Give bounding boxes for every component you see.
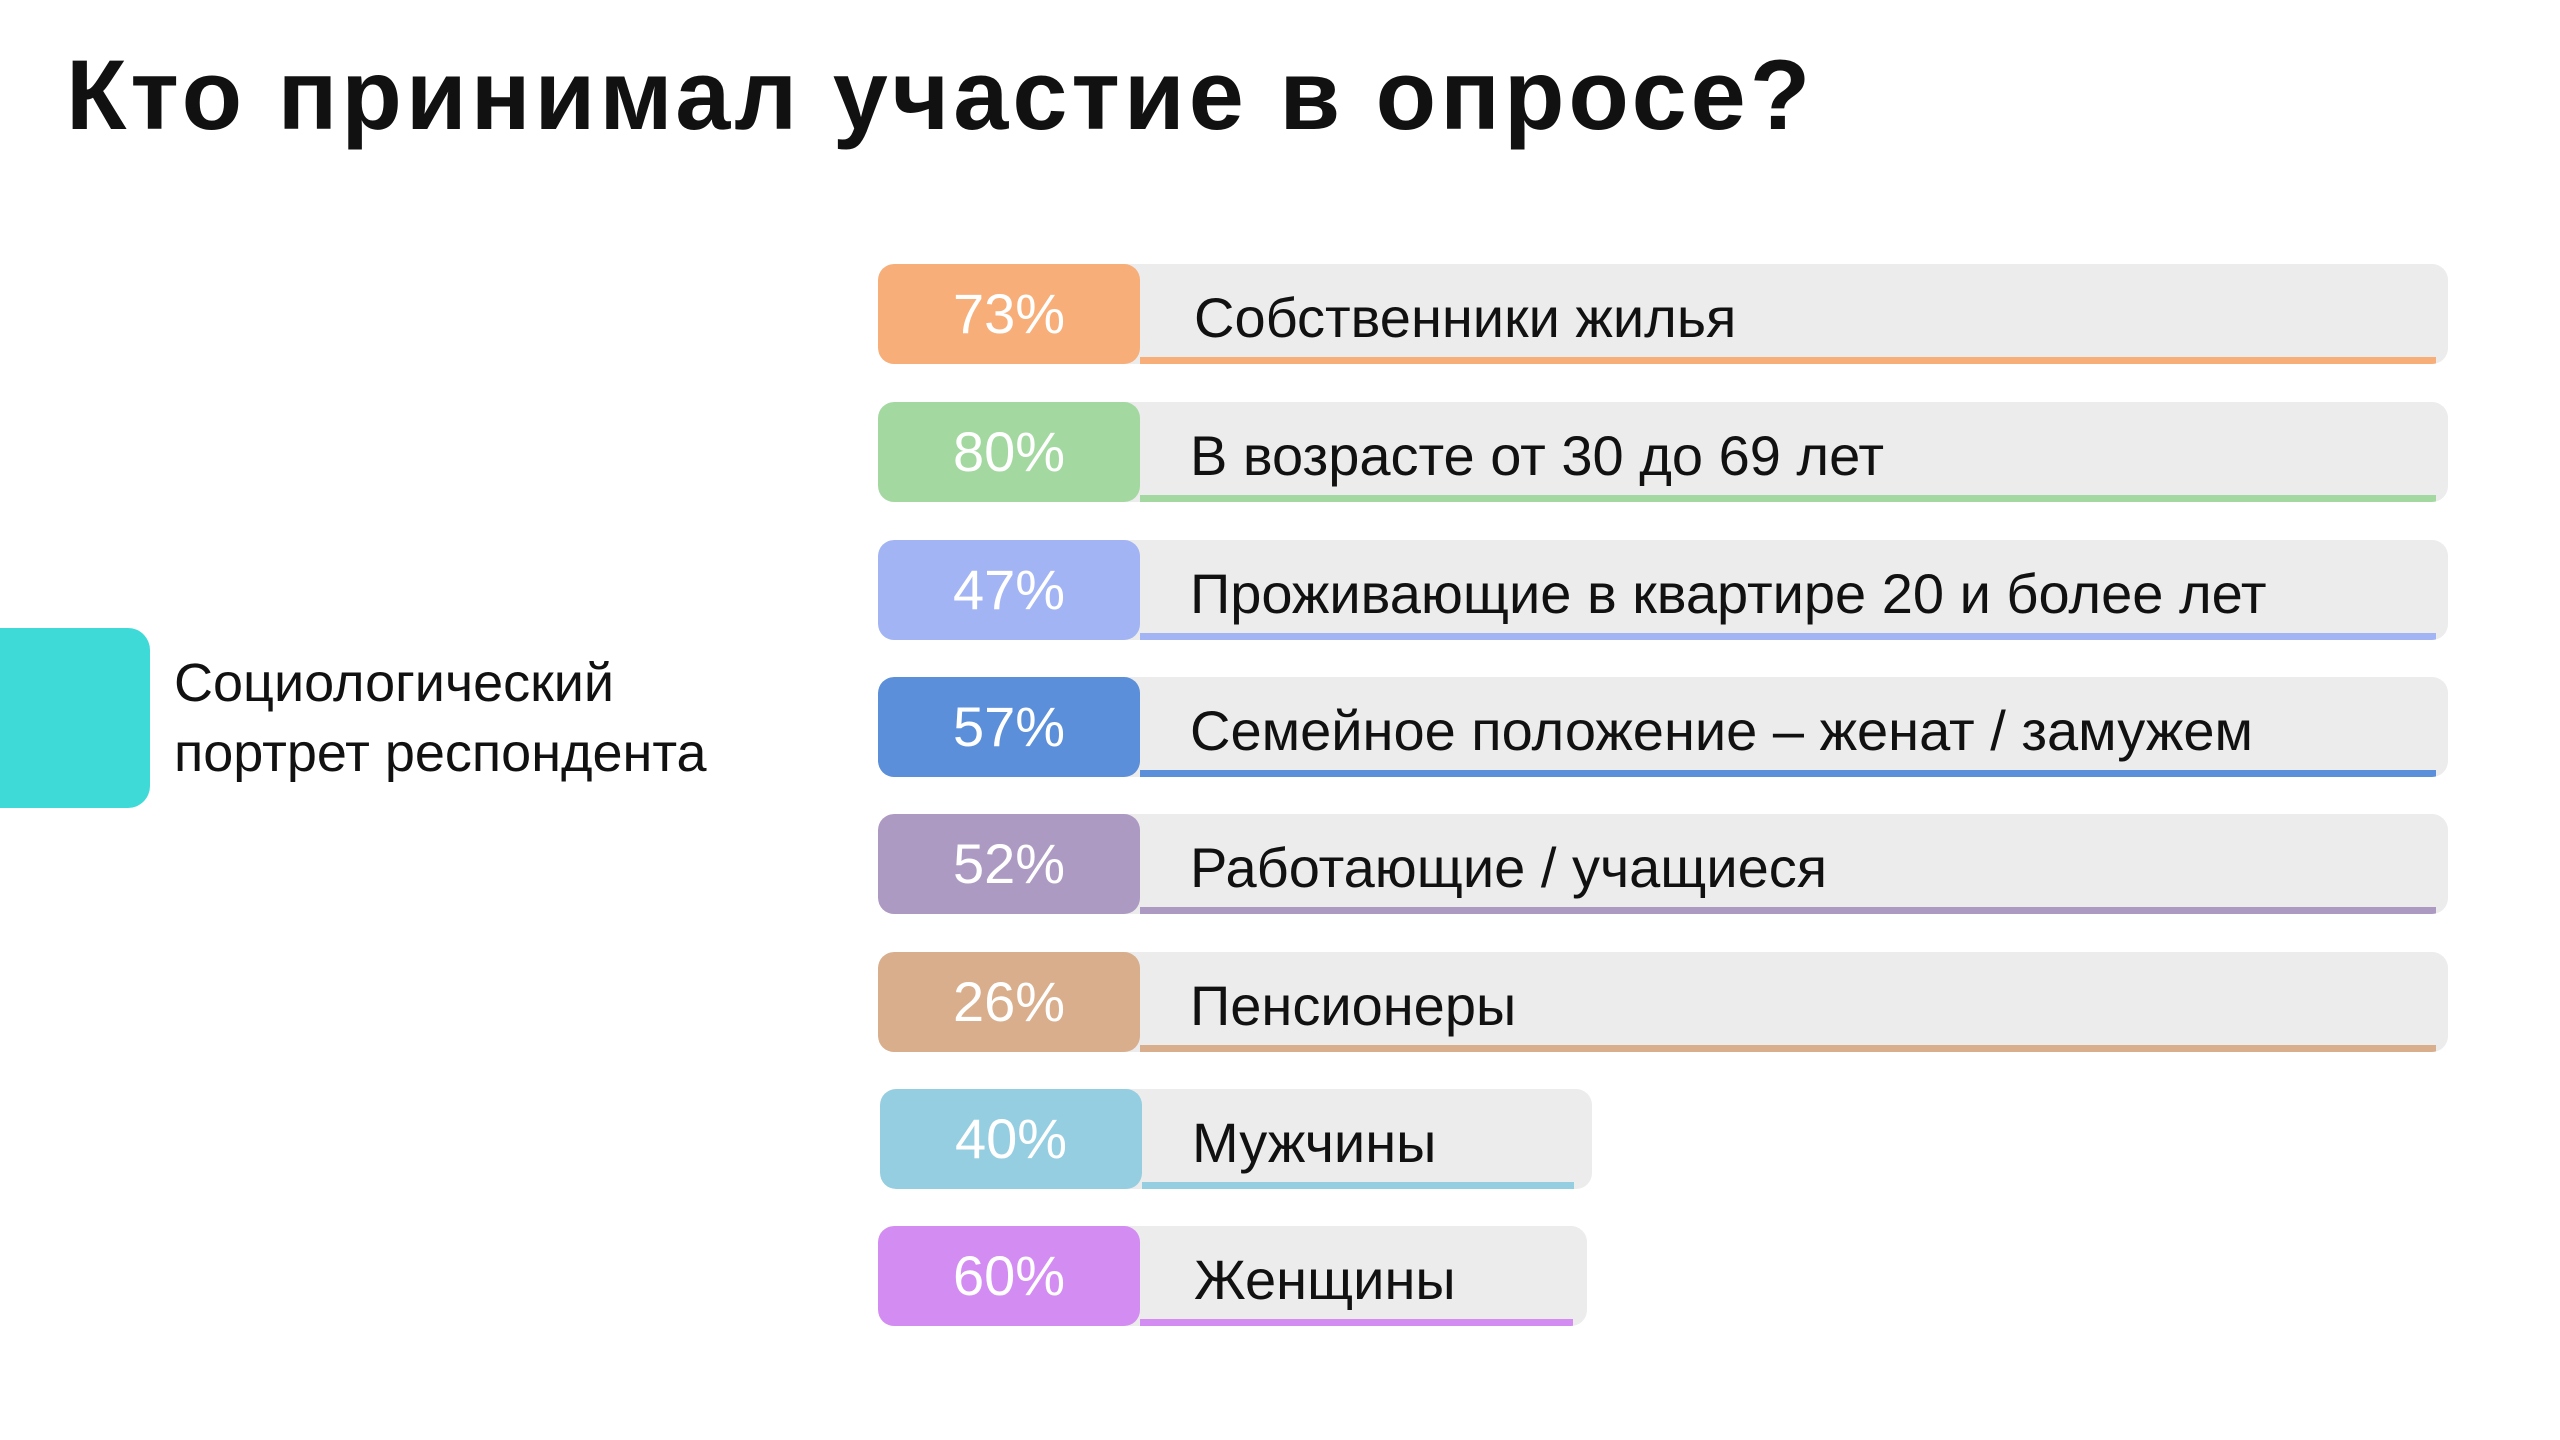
bar-row: 60% Женщины [878,1226,1587,1326]
percent-badge: 40% [880,1089,1142,1189]
bar-underline [1140,495,2436,502]
bar-row: 57% Семейное положение – женат / замужем [878,677,2448,777]
bar-label: Семейное положение – женат / замужем [1190,699,2254,762]
bar-underline [1142,1182,1574,1189]
percent-badge: 47% [878,540,1140,640]
slide-title: Кто принимал участие в опросе? [66,39,1815,150]
percent-badge: 52% [878,814,1140,914]
accent-block [0,628,150,808]
bar-label: Работающие / учащиеся [1190,836,1828,899]
bar-row: 73% Собственники жилья [878,264,2448,364]
side-caption: Социологический портрет респондента [174,648,707,788]
percent-badge: 57% [878,677,1140,777]
bar-row: 26% Пенсионеры [878,952,2448,1052]
bar-row: 52% Работающие / учащиеся [878,814,2448,914]
bar-row: 47% Проживающие в квартире 20 и более ле… [878,540,2448,640]
percent-badge: 60% [878,1226,1140,1326]
side-caption-line-1: Социологический [174,653,615,713]
bar-label: Пенсионеры [1190,974,1517,1037]
bar-label: В возрасте от 30 до 69 лет [1190,424,1885,487]
bar-underline [1140,770,2436,777]
bar-row: 80% В возрасте от 30 до 69 лет [878,402,2448,502]
bar-label: Мужчины [1192,1111,1437,1174]
bar-label: Собственники жилья [1194,286,1737,349]
bar-underline [1140,1045,2436,1052]
percent-badge: 80% [878,402,1140,502]
bar-underline [1140,907,2436,914]
percent-badge: 26% [878,952,1140,1052]
bar-underline [1140,633,2436,640]
bar-label: Проживающие в квартире 20 и более лет [1190,562,2267,625]
percent-badge: 73% [878,264,1140,364]
bar-row: 40% Мужчины [880,1089,1592,1189]
bar-underline [1140,1319,1573,1326]
side-caption-line-2: портрет респондента [174,723,707,783]
bar-underline [1140,357,2436,364]
bar-label: Женщины [1194,1248,1456,1311]
